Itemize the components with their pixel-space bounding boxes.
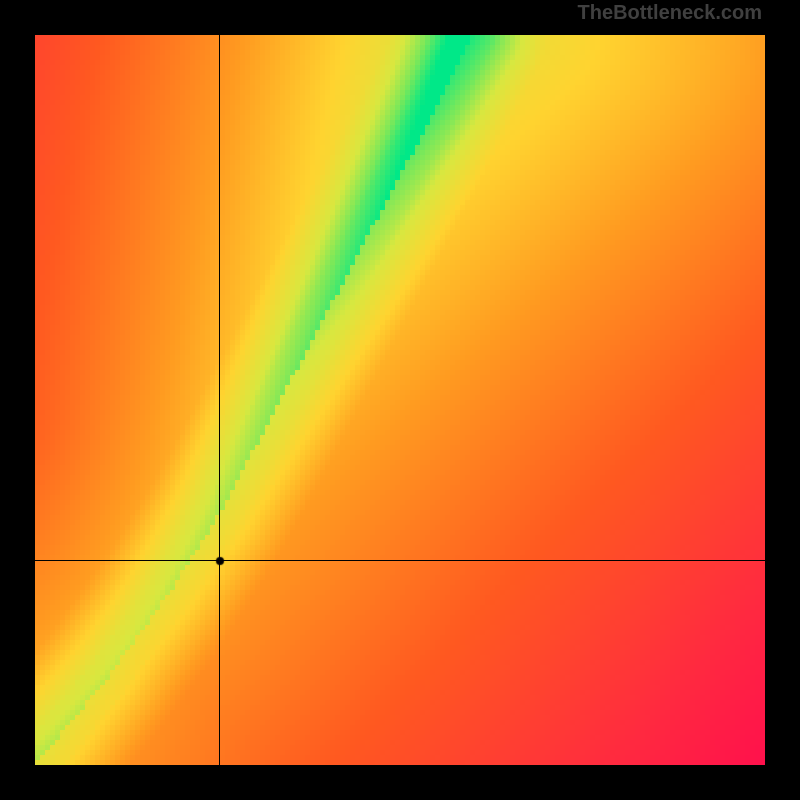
bottleneck-heatmap <box>35 35 765 765</box>
crosshair-horizontal <box>35 560 765 561</box>
chart-container: TheBottleneck.com <box>0 0 800 800</box>
watermark-text: TheBottleneck.com <box>578 2 762 25</box>
marker-dot <box>215 556 225 566</box>
crosshair-vertical <box>219 35 220 765</box>
